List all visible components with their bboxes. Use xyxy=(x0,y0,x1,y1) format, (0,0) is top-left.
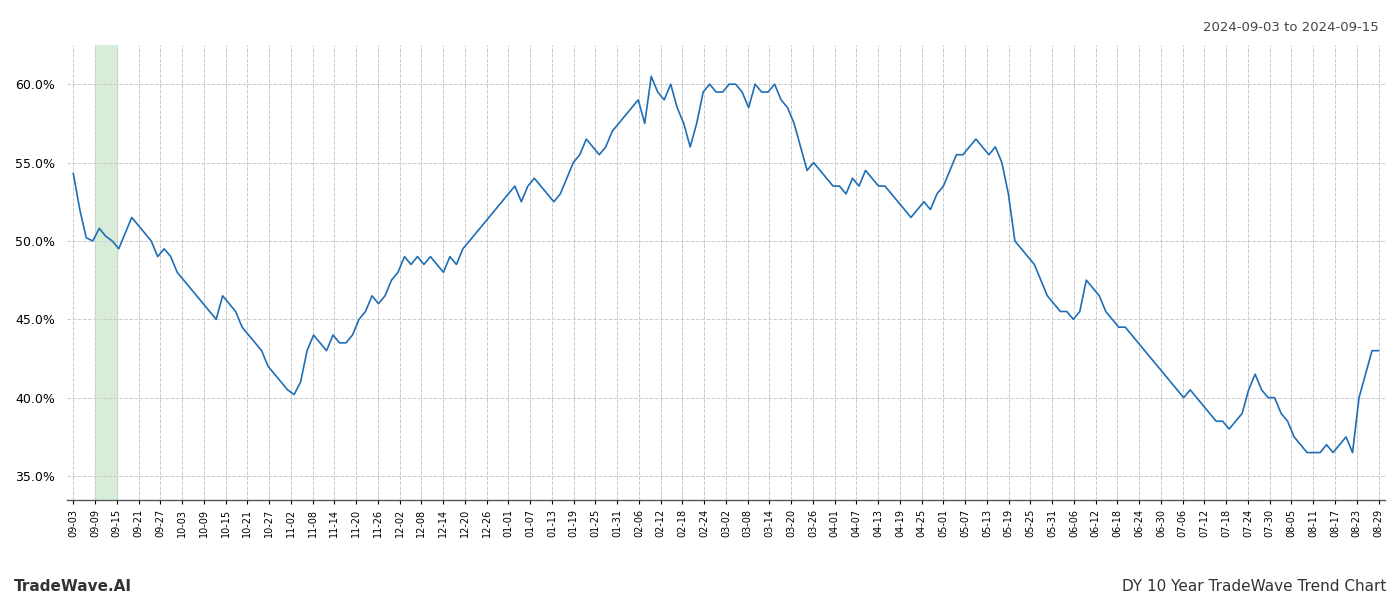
Text: 2024-09-03 to 2024-09-15: 2024-09-03 to 2024-09-15 xyxy=(1203,21,1379,34)
Bar xyxy=(95,45,116,500)
Text: DY 10 Year TradeWave Trend Chart: DY 10 Year TradeWave Trend Chart xyxy=(1121,579,1386,594)
Text: TradeWave.AI: TradeWave.AI xyxy=(14,579,132,594)
